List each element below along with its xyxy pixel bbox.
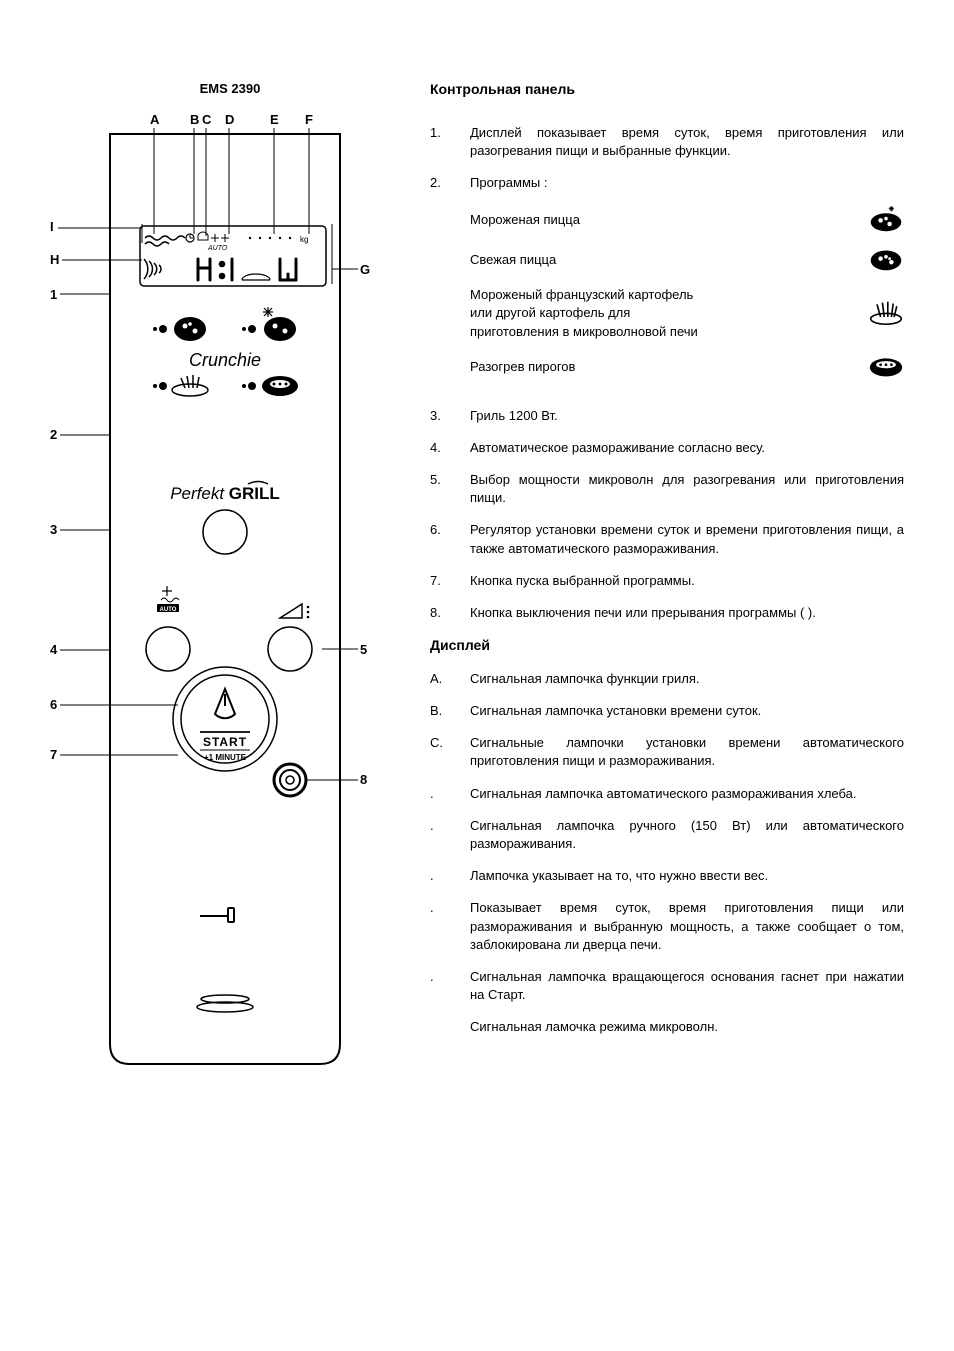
panel-svg: A B C D E F I — [50, 104, 380, 1074]
letter-b: B — [190, 112, 199, 127]
letter-g: G — [360, 262, 370, 277]
right-column: Контрольная панель 1. Дисплей показывает… — [430, 80, 904, 1074]
fries-icon — [868, 299, 904, 327]
disp-dot1: .Сигнальная лампочка автоматического раз… — [430, 785, 904, 803]
power-level-icon — [280, 604, 309, 618]
num-6: 6 — [50, 697, 57, 712]
num-2: 2 — [50, 427, 57, 442]
letter-a: A — [150, 112, 160, 127]
letter-e: E — [270, 112, 279, 127]
door-latch-icon — [200, 908, 234, 922]
num-3: 3 — [50, 522, 57, 537]
programs-list: Мороженая пицца Свежая пицца — [470, 206, 904, 381]
disp-a: A.Сигнальная лампочка функции гриля. — [430, 670, 904, 688]
crunchie-label: Crunchie — [189, 350, 261, 370]
auto-defrost-button — [146, 627, 190, 671]
item-4: 4. Автоматическое размораживание согласн… — [430, 439, 904, 457]
pizza-frozen-icon — [868, 206, 904, 234]
prog-fries: Мороженый французский картофель или друг… — [470, 286, 904, 341]
disp-dot3: .Лампочка указывает на то, что нужно вве… — [430, 867, 904, 885]
disp-last: Сигнальная ламочка режима микроволн. — [430, 1018, 904, 1036]
num-7: 7 — [50, 747, 57, 762]
item-7: 7. Кнопка пуска выбранной программы. — [430, 572, 904, 590]
item-8: 8. Кнопка выключения печи или прерывания… — [430, 604, 904, 622]
lcd-auto-label: AUTO — [207, 245, 228, 252]
left-column: EMS 2390 A B C D E F — [50, 80, 380, 1074]
handle-icon — [197, 995, 253, 1012]
letter-c: C — [202, 112, 212, 127]
prog-fresh-pizza: Свежая пицца — [470, 246, 904, 274]
pizza-fresh-icon — [868, 246, 904, 274]
stop-button — [274, 764, 306, 796]
svg-text:AUTO: AUTO — [160, 607, 177, 613]
start-label: START — [203, 735, 247, 749]
grill-button — [203, 510, 247, 554]
item-5: 5. Выбор мощности микроволн для разогрев… — [430, 471, 904, 507]
control-items-list: 1. Дисплей показывает время суток, время… — [430, 124, 904, 623]
letter-h: H — [50, 252, 59, 267]
lcd-kg-label: kg — [300, 235, 308, 244]
item-6: 6. Регулятор установки времени суток и в… — [430, 521, 904, 557]
disp-dot2: .Сигнальная лампочка ручного (150 Вт) ил… — [430, 817, 904, 853]
perfekt-grill-label: Perfekt GRILL — [170, 484, 280, 503]
num-8: 8 — [360, 772, 367, 787]
num-1: 1 — [50, 287, 57, 302]
display-title: Дисплей — [430, 636, 904, 656]
control-panel-diagram: A B C D E F I — [50, 104, 380, 1074]
item-3: 3. Гриль 1200 Вт. — [430, 407, 904, 425]
letter-f: F — [305, 112, 313, 127]
num-5: 5 — [360, 642, 367, 657]
disp-dot5: .Сигнальная лампочка вращающегося основа… — [430, 968, 904, 1004]
model-label: EMS 2390 — [50, 80, 380, 98]
crunchie-section: Crunchie — [153, 307, 298, 396]
letter-d: D — [225, 112, 234, 127]
power-button — [268, 627, 312, 671]
plus-minute-label: +1 MINUTE — [204, 753, 247, 762]
disp-b: B.Сигнальная лампочка установки времени … — [430, 702, 904, 720]
letter-i: I — [50, 219, 54, 234]
num-4: 4 — [50, 642, 58, 657]
prog-pie: Разогрев пирогов — [470, 353, 904, 381]
page: EMS 2390 A B C D E F — [50, 80, 904, 1074]
disp-c: C.Сигнальные лампочки установки времени … — [430, 734, 904, 770]
pie-icon — [868, 353, 904, 381]
auto-defrost-icon: AUTO — [157, 586, 179, 613]
control-panel-title: Контрольная панель — [430, 80, 904, 100]
prog-frozen-pizza: Мороженая пицца — [470, 206, 904, 234]
display-items-list: A.Сигнальная лампочка функции гриля. B.С… — [430, 670, 904, 1037]
disp-dot4: .Показывает время суток, время приготовл… — [430, 899, 904, 954]
item-1: 1. Дисплей показывает время суток, время… — [430, 124, 904, 160]
item-2: 2. Программы : Мороженая пицца Свежая — [430, 174, 904, 393]
